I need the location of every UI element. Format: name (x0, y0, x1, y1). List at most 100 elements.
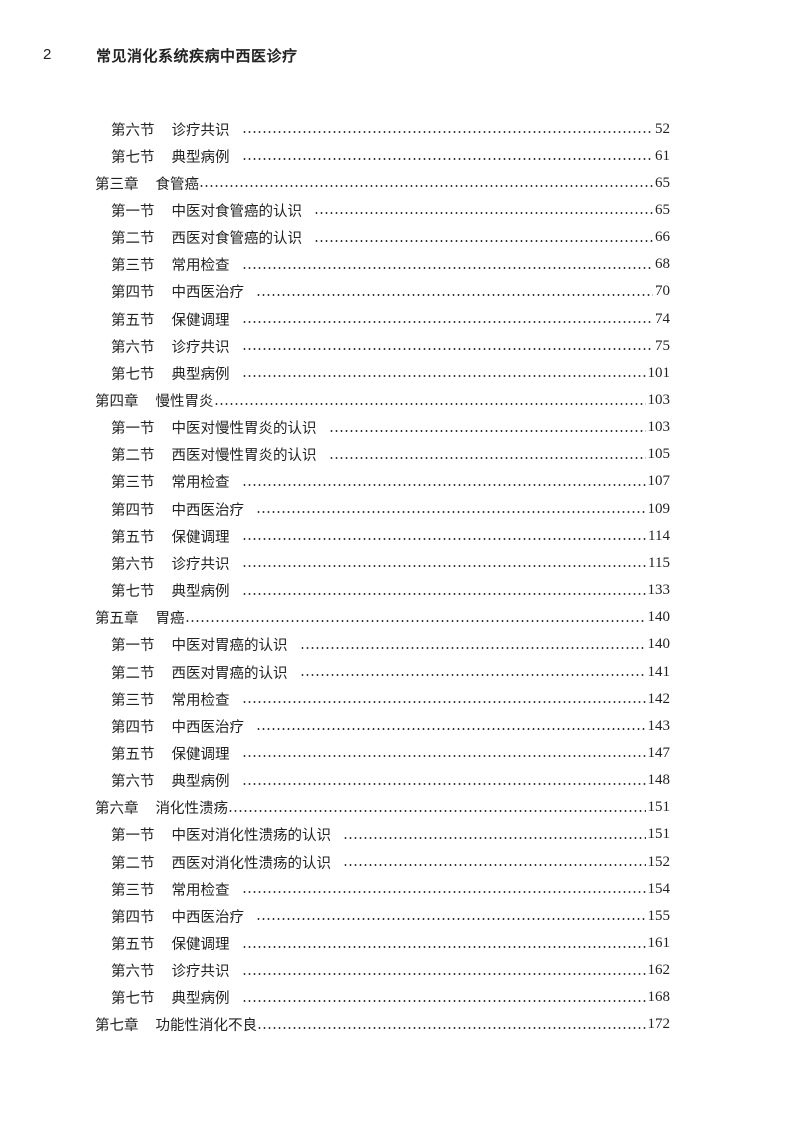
toc-section-entry: 第六节 典型病例 148 (111, 770, 670, 792)
dot-leader (241, 755, 646, 758)
toc-entry-page: 133 (647, 582, 671, 599)
toc-entry-title: 中医对消化性溃疡的认识 (171, 828, 332, 845)
toc-entry-label: 第六节 (111, 122, 155, 139)
toc-entry-title: 保健调理 (171, 746, 230, 763)
toc-entry-page: 155 (647, 907, 671, 924)
toc-entry-label: 第一节 (111, 421, 155, 438)
toc-entry-page: 105 (647, 446, 671, 463)
toc-entry-title: 保健调理 (171, 312, 230, 329)
toc-entry-label: 第四章 (95, 394, 139, 410)
toc-entry-label: 第四节 (111, 502, 155, 519)
toc-section-entry: 第二节 西医对胃癌的认识 141 (111, 661, 670, 683)
dot-leader (241, 592, 646, 595)
dot-leader (256, 293, 653, 296)
toc-entry-title: 保健调理 (171, 529, 230, 546)
toc-entry-title: 常用检查 (171, 882, 230, 899)
toc-section-entry: 第一节 中医对慢性胃炎的认识 103 (111, 417, 670, 439)
dot-leader (256, 728, 646, 731)
toc-entry-label: 第六节 (111, 774, 155, 791)
toc-entry-page: 115 (648, 554, 670, 571)
dot-leader (257, 1026, 646, 1029)
toc-entry-label: 第一节 (111, 828, 155, 845)
toc-entry-title: 中西医治疗 (171, 719, 245, 736)
toc-entry-page: 52 (655, 120, 670, 137)
toc-entry-label: 第三节 (111, 475, 155, 492)
toc-entry-page: 143 (647, 717, 671, 734)
dot-leader (241, 131, 653, 133)
toc-entry-title: 诊疗共识 (171, 556, 230, 573)
toc-entry-title: 典型病例 (171, 366, 230, 383)
toc-entry-title: 诊疗共识 (171, 122, 230, 139)
toc-entry-page: 103 (647, 392, 671, 408)
dot-leader (241, 701, 646, 704)
toc-entry-title: 常用检查 (171, 692, 230, 709)
toc-entry-page: 103 (647, 419, 671, 436)
dot-leader (241, 972, 646, 975)
dot-leader (184, 619, 646, 622)
toc-entry-title: 诊疗共识 (171, 339, 230, 356)
toc-section-entry: 第四节 中西医治疗 143 (111, 715, 670, 737)
toc-section-entry: 第七节 典型病例 61 (111, 145, 670, 167)
toc-chapter-entry: 第七章 功能性消化不良 172 (95, 1014, 670, 1036)
toc-entry-page: 75 (655, 337, 670, 354)
toc-entry-title: 西医对消化性溃疡的认识 (171, 855, 332, 872)
toc-entry-label: 第二节 (111, 231, 155, 248)
dot-leader (199, 185, 653, 188)
toc-entry-label: 第三章 (95, 176, 139, 193)
toc-entry-label: 第五节 (111, 312, 155, 329)
dot-leader (241, 945, 646, 948)
toc-entry-title: 中医对食管癌的认识 (171, 203, 303, 220)
toc-entry-title: 典型病例 (171, 774, 230, 791)
toc-entry-title: 中西医治疗 (171, 285, 245, 302)
toc-entry-page: 114 (648, 527, 670, 544)
dot-leader (328, 429, 646, 432)
toc-section-entry: 第一节 中医对消化性溃疡的认识 151 (111, 824, 670, 846)
toc-entry-label: 第二节 (111, 448, 155, 465)
running-header-title: 常见消化系统疾病中西医诊疗 (96, 47, 298, 65)
toc-entry-label: 第五节 (111, 746, 155, 763)
toc-section-entry: 第二节 西医对消化性溃疡的认识 152 (111, 851, 670, 873)
toc-section-entry: 第六节 诊疗共识 75 (111, 335, 670, 357)
dot-leader (228, 809, 646, 812)
dot-leader (241, 348, 653, 351)
dot-leader (314, 239, 653, 242)
toc-entry-title: 典型病例 (171, 149, 230, 166)
toc-section-entry: 第三节 常用检查 68 (111, 254, 670, 276)
toc-entry-page: 168 (647, 989, 671, 1006)
toc-section-entry: 第三节 常用检查 142 (111, 688, 670, 710)
toc-section-entry: 第七节 典型病例 168 (111, 987, 670, 1009)
toc-entry-label: 第三节 (111, 692, 155, 709)
toc-entry-label: 第三节 (111, 258, 155, 275)
toc-entry-label: 第七节 (111, 991, 155, 1008)
toc-entry-title: 中医对慢性胃炎的认识 (171, 421, 317, 438)
toc-section-entry: 第六节 诊疗共识 115 (111, 552, 670, 574)
toc-entry-page: 70 (655, 283, 670, 300)
toc-entry-title: 西医对胃癌的认识 (171, 665, 288, 682)
toc-entry-title: 保健调理 (171, 937, 230, 953)
dot-leader (343, 836, 646, 839)
toc-entry-page: 154 (647, 880, 671, 897)
toc-section-entry: 第七节 典型病例 101 (111, 362, 670, 384)
toc-entry-label: 第七节 (111, 366, 155, 383)
toc-entry-page: 152 (647, 853, 671, 870)
toc-entry-page: 140 (647, 609, 671, 626)
toc-entry-label: 第七节 (111, 149, 155, 166)
dot-leader (256, 511, 646, 514)
toc-entry-page: 151 (647, 826, 671, 843)
toc-chapter-entry: 第四章 慢性胃炎 103 (95, 390, 670, 412)
toc-entry-label: 第三节 (111, 882, 155, 899)
toc-entry-page: 109 (647, 500, 671, 517)
toc-entry-title: 诊疗共识 (171, 964, 230, 981)
toc-entry-label: 第四节 (111, 909, 155, 926)
toc-entry-title: 典型病例 (171, 991, 230, 1008)
dot-leader (314, 212, 653, 215)
toc-entry-page: 65 (655, 174, 670, 191)
toc-entry-page: 172 (647, 1016, 671, 1033)
toc-entry-label: 第五章 (95, 611, 139, 628)
toc-entry-page: 107 (647, 473, 671, 490)
toc-entry-page: 140 (647, 636, 671, 653)
toc-entry-title: 中西医治疗 (171, 909, 245, 926)
toc-entry-title: 中医对胃癌的认识 (171, 638, 288, 655)
dot-leader (241, 266, 653, 269)
toc-entry-label: 第二节 (111, 665, 155, 682)
